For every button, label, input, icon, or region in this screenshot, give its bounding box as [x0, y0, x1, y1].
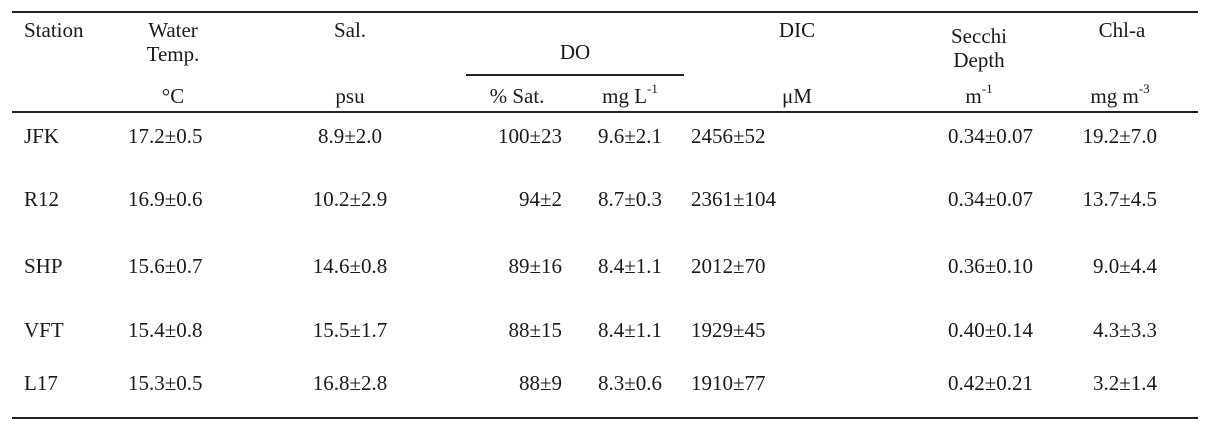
header-water-temp-line1: Water — [148, 18, 198, 42]
table-header-rule — [12, 111, 1198, 113]
cell-sal: 15.5±1.7 — [312, 318, 388, 342]
cell-secchi: 0.36±0.10 — [947, 254, 1033, 278]
unit-secchi: m-1 — [965, 81, 993, 108]
cell-temp: 15.6±0.7 — [128, 254, 203, 278]
cell-chla: 13.7±4.5 — [1082, 187, 1157, 211]
unit-do-mg: mg L-1 — [602, 81, 658, 108]
cell-chla: 4.3±3.3 — [1092, 318, 1157, 342]
table-bottom-rule — [12, 417, 1198, 419]
cell-do-mg: 8.3±0.6 — [597, 371, 663, 395]
cell-secchi: 0.40±0.14 — [947, 318, 1033, 342]
unit-do-sat: % Sat. — [489, 84, 545, 108]
cell-station: SHP — [24, 254, 63, 278]
do-group-rule — [466, 74, 684, 76]
cell-chla: 3.2±1.4 — [1092, 371, 1157, 395]
cell-do-sat: 88±9 — [518, 371, 562, 395]
cell-temp: 15.3±0.5 — [128, 371, 203, 395]
cell-do-sat: 100±23 — [497, 124, 562, 148]
header-secchi-line2: Depth — [953, 48, 1005, 72]
header-chla: Chl-a — [1098, 18, 1146, 42]
cell-station: JFK — [24, 124, 60, 148]
header-water-temp-line2: Temp. — [146, 42, 200, 66]
cell-chla: 9.0±4.4 — [1092, 254, 1157, 278]
header-station: Station — [24, 18, 84, 42]
cell-sal: 16.8±2.8 — [312, 371, 388, 395]
cell-sal: 14.6±0.8 — [312, 254, 388, 278]
header-do: DO — [559, 40, 591, 64]
unit-dic: μM — [782, 84, 812, 108]
cell-do-mg: 8.7±0.3 — [597, 187, 663, 211]
unit-water-temp: °C — [161, 84, 185, 108]
cell-secchi: 0.42±0.21 — [947, 371, 1033, 395]
header-dic: DIC — [778, 18, 816, 42]
unit-chla: mg m-3 — [1090, 81, 1150, 108]
cell-dic: 2361±104 — [691, 187, 777, 211]
cell-station: VFT — [24, 318, 64, 342]
cell-sal: 10.2±2.9 — [312, 187, 388, 211]
cell-dic: 2012±70 — [691, 254, 766, 278]
cell-secchi: 0.34±0.07 — [947, 187, 1033, 211]
table-top-rule — [12, 11, 1198, 13]
cell-temp: 17.2±0.5 — [128, 124, 203, 148]
cell-do-mg: 8.4±1.1 — [597, 318, 663, 342]
header-sal: Sal. — [333, 18, 367, 42]
cell-temp: 16.9±0.6 — [128, 187, 203, 211]
cell-do-sat: 89±16 — [508, 254, 562, 278]
cell-do-sat: 88±15 — [508, 318, 562, 342]
cell-do-sat: 94±2 — [518, 187, 562, 211]
cell-station: R12 — [24, 187, 60, 211]
cell-dic: 1910±77 — [691, 371, 766, 395]
cell-do-mg: 9.6±2.1 — [597, 124, 663, 148]
cell-dic: 2456±52 — [691, 124, 766, 148]
header-secchi-line1: Secchi — [951, 24, 1007, 48]
cell-chla: 19.2±7.0 — [1082, 124, 1157, 148]
unit-sal: psu — [335, 84, 365, 108]
cell-sal: 8.9±2.0 — [317, 124, 383, 148]
cell-secchi: 0.34±0.07 — [947, 124, 1033, 148]
cell-do-mg: 8.4±1.1 — [597, 254, 663, 278]
cell-station: L17 — [24, 371, 58, 395]
cell-temp: 15.4±0.8 — [128, 318, 203, 342]
cell-dic: 1929±45 — [691, 318, 766, 342]
